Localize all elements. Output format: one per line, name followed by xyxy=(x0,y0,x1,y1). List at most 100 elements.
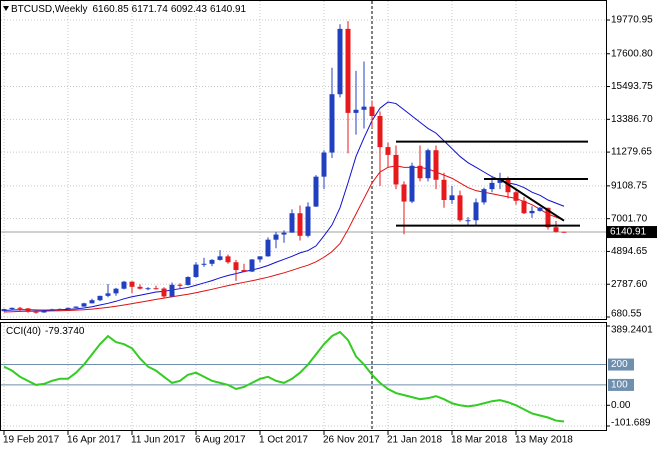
candle-body xyxy=(393,154,399,185)
candle-body xyxy=(497,178,503,183)
x-tick-label: 18 Mar 2018 xyxy=(451,435,508,446)
candle-body xyxy=(305,206,311,236)
price-tag xyxy=(607,226,657,239)
candle-body xyxy=(289,213,295,233)
candle-body xyxy=(433,150,439,180)
candle-body xyxy=(89,300,95,304)
candle-body xyxy=(17,307,23,309)
candle-body xyxy=(353,109,359,113)
candle-body xyxy=(313,176,319,207)
y-tick-label: 0.00 xyxy=(611,400,631,411)
level-label-box xyxy=(608,378,634,391)
x-tick-label: 26 Nov 2017 xyxy=(323,435,380,446)
y-tick-label: 7001.70 xyxy=(611,213,648,224)
candle-body xyxy=(153,288,159,290)
candle-body xyxy=(201,263,207,265)
level-label-box xyxy=(608,358,634,371)
candle-body xyxy=(489,182,495,190)
candle-body xyxy=(57,308,63,310)
candle-body xyxy=(65,307,71,309)
x-tick-label: 16 Apr 2017 xyxy=(67,435,121,446)
y-tick-label: 11279.65 xyxy=(611,147,652,158)
header-high: 6171.74 xyxy=(132,4,169,15)
y-tick-label: 17600.80 xyxy=(611,48,653,59)
y-tick-label: 389.2401 xyxy=(611,325,653,336)
candle-body xyxy=(385,147,391,155)
x-tick-label: 21 Jan 2018 xyxy=(387,435,442,446)
x-tick-label: 13 May 2018 xyxy=(515,435,573,446)
y-tick-label: 9108.75 xyxy=(611,181,648,192)
candle-body xyxy=(217,256,223,260)
candle-body xyxy=(233,262,239,271)
y-tick-label: -101.689 xyxy=(611,418,651,429)
candle-body xyxy=(177,284,183,286)
candle-body xyxy=(377,115,383,148)
main-frame xyxy=(0,0,607,320)
candle-body xyxy=(545,207,551,228)
candle-body xyxy=(145,288,151,290)
candle-body xyxy=(481,189,487,203)
x-tick-label: 11 Jun 2017 xyxy=(131,435,186,446)
candle-body xyxy=(553,227,559,232)
candle-body xyxy=(209,259,215,264)
candle-body xyxy=(161,288,167,297)
symbol: BTCUSD,Weekly xyxy=(11,4,88,15)
header-close: 6140.91 xyxy=(210,4,247,15)
header-text: BTCUSD,Weekly 6160.85 6171.74 6092.43 6140.9… xyxy=(11,4,247,15)
candle-body xyxy=(457,195,463,221)
candle-body xyxy=(9,307,15,310)
x-tick-label: 19 Feb 2017 xyxy=(3,435,60,446)
candle-body xyxy=(561,231,567,233)
candle-body xyxy=(473,202,479,221)
candle-body xyxy=(185,277,191,285)
candle-body xyxy=(441,179,447,201)
level-label: 100 xyxy=(611,380,628,391)
candle-body xyxy=(225,256,231,263)
candle-body xyxy=(265,239,271,257)
y-tick-label: 15493.75 xyxy=(611,81,653,92)
indicator-frame xyxy=(0,322,607,431)
candle-body xyxy=(113,288,119,294)
price-tag-label: 6140.91 xyxy=(610,227,647,238)
candle-body xyxy=(249,259,255,272)
candle-body xyxy=(1,309,7,312)
candle-body xyxy=(337,28,343,95)
candle-body xyxy=(449,195,455,201)
candle-body xyxy=(25,308,31,312)
header-low: 6092.43 xyxy=(171,4,208,15)
level-label: 200 xyxy=(611,359,628,370)
candle-body xyxy=(273,234,279,240)
candle-body xyxy=(49,309,55,311)
candle-body xyxy=(121,281,127,289)
candle-body xyxy=(81,303,87,307)
candle-body xyxy=(41,310,47,313)
candle-body xyxy=(537,207,543,211)
moving-average xyxy=(3,165,565,313)
candle-body xyxy=(129,281,135,287)
x-tick-label: 1 Oct 2017 xyxy=(259,435,308,446)
candle-body xyxy=(329,94,335,153)
candle-body xyxy=(73,306,79,308)
header-open: 6160.85 xyxy=(93,4,130,15)
candle-body xyxy=(345,28,351,113)
candle-body xyxy=(529,210,535,214)
candle-body xyxy=(297,213,303,236)
moving-average xyxy=(3,101,565,311)
indicator-header: CCI(40) -79.3740 xyxy=(6,326,85,337)
candle-body xyxy=(257,256,263,260)
y-tick-label: 19770.95 xyxy=(611,15,653,26)
candle-body xyxy=(97,295,103,301)
candle-body xyxy=(321,152,327,177)
candle-body xyxy=(137,286,143,289)
candle-body xyxy=(425,150,431,179)
candle-body xyxy=(33,311,39,313)
indicator-last: -79.3740 xyxy=(45,326,85,337)
candle-body xyxy=(369,106,375,116)
candle-body xyxy=(241,270,247,272)
header: BTCUSD,Weekly 6160.85 6171.74 6092.43 6140.9… xyxy=(3,4,247,337)
y-tick-label: 13386.70 xyxy=(611,114,653,125)
y-tick-label: 2787.60 xyxy=(611,279,648,290)
